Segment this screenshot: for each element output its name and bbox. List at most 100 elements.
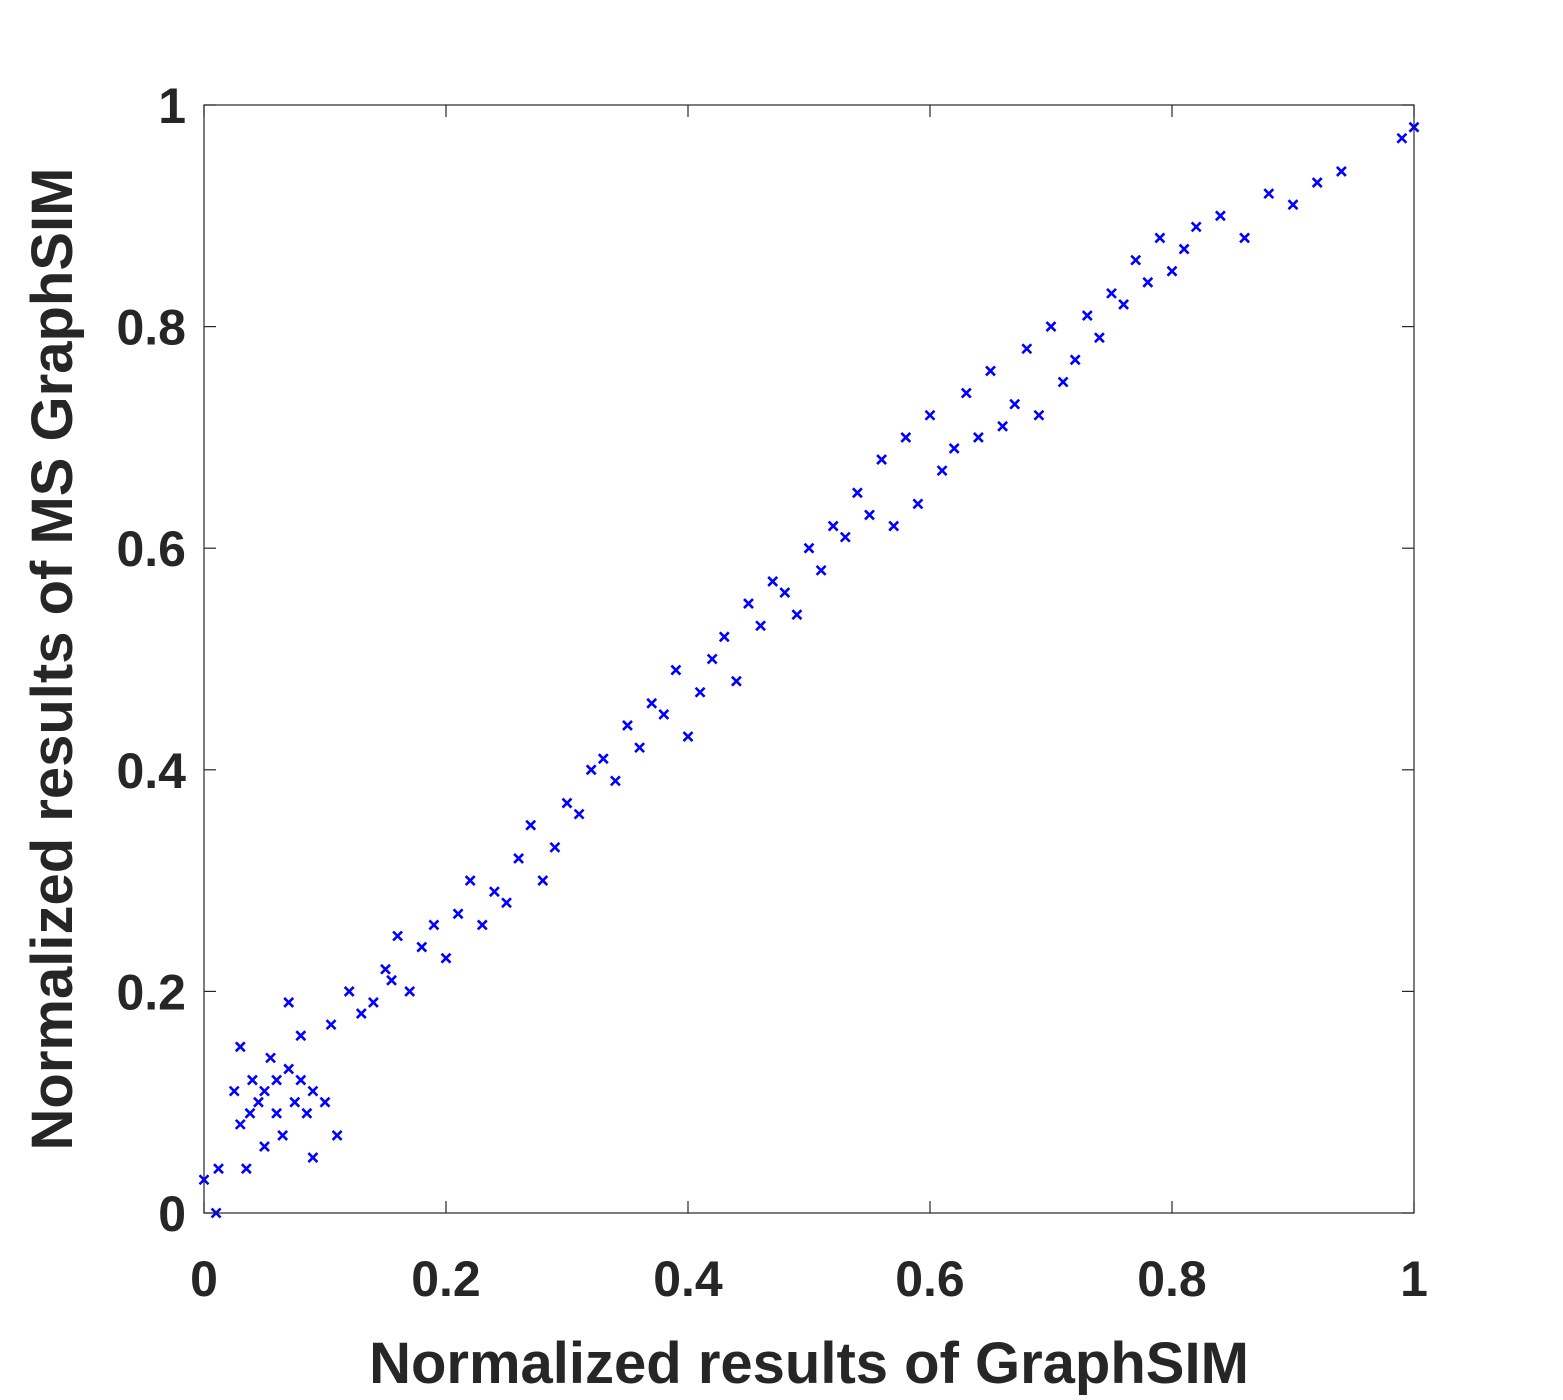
scatter-point [1106, 287, 1117, 299]
scatter-point [767, 576, 779, 587]
scatter-point [259, 1085, 270, 1097]
scatter-point [694, 686, 706, 698]
scatter-point [501, 897, 512, 909]
scatter-point [234, 1041, 246, 1053]
scatter-point [1311, 177, 1323, 188]
scatter-point [597, 753, 609, 765]
y-tick-label: 0.8 [116, 300, 186, 356]
scatter-point [851, 487, 863, 499]
scatter-point [1239, 232, 1251, 244]
scatter-point [1069, 354, 1081, 366]
scatter-point [228, 1085, 240, 1097]
scatter-point [355, 1008, 367, 1019]
scatter-point [573, 808, 585, 820]
scatter-point [924, 409, 936, 421]
scatter-point [972, 431, 984, 443]
scatter-point [912, 498, 924, 510]
scatter-point [743, 598, 754, 610]
scatter-point [265, 1052, 276, 1064]
scatter-point [319, 1096, 331, 1108]
scatter-point [295, 1074, 307, 1086]
scatter-point [948, 443, 960, 454]
scatter-point [331, 1130, 343, 1141]
y-tick-label: 0.4 [116, 743, 186, 799]
scatter-point [289, 1096, 301, 1108]
scatter-point [1130, 254, 1142, 266]
scatter-point [277, 1130, 289, 1141]
scatter-point [246, 1074, 258, 1086]
scatter-point [634, 742, 646, 754]
x-tick-label: 1 [1400, 1251, 1428, 1307]
scatter-point [513, 853, 525, 864]
scatter-point [283, 997, 295, 1008]
scatter-point [779, 587, 791, 598]
scatter-point [730, 675, 742, 687]
x-axis-title: Normalized results of GraphSIM [369, 1331, 1249, 1395]
scatter-point [900, 431, 912, 443]
scatter-point [1057, 376, 1069, 388]
scatter-point [1081, 310, 1093, 321]
scatter-point [1287, 199, 1299, 211]
scatter-point [1166, 265, 1178, 277]
scatter-point [1045, 321, 1057, 333]
scatter-point [343, 985, 355, 997]
scatter-point [525, 819, 537, 831]
scatter-point [386, 974, 397, 986]
scatter-point [876, 454, 888, 465]
scatter-point [1142, 276, 1154, 288]
scatter-point [1396, 132, 1408, 144]
scatter-point [670, 664, 682, 676]
scatter-point [1154, 232, 1166, 244]
scatter-point [416, 941, 428, 953]
scatter-point [936, 465, 948, 477]
scatter-point [259, 1141, 270, 1152]
scatter-point [213, 1163, 224, 1175]
x-tick-label: 0.6 [895, 1251, 965, 1307]
scatter-point [428, 919, 440, 931]
scatter-point [476, 919, 488, 931]
scatter-point [622, 720, 633, 731]
scatter-point [658, 708, 670, 720]
scatter-point [827, 520, 839, 532]
marker-layer [198, 121, 1420, 1219]
scatter-point [325, 1019, 337, 1031]
scatter-point [244, 1107, 256, 1119]
scatter-point [488, 886, 500, 898]
x-tick-label: 0.2 [411, 1251, 481, 1307]
scatter-point [1021, 343, 1033, 355]
y-tick-label: 1 [158, 78, 186, 134]
scatter-point [404, 985, 416, 997]
scatter-point [1335, 166, 1347, 177]
scatter-point [1093, 332, 1105, 344]
scatter-point [367, 997, 379, 1008]
scatter-point [549, 841, 561, 853]
scatter-point [1263, 188, 1275, 200]
tick-label-layer: 0 0.2 0.4 0.6 0.8 1 0 0.2 0.4 0.6 0.8 1 [116, 78, 1427, 1307]
x-tick-label: 0 [190, 1251, 218, 1307]
scatter-point [271, 1107, 283, 1119]
scatter-point [682, 731, 694, 742]
x-tick-label: 0.4 [653, 1251, 723, 1307]
scatter-point [1214, 210, 1226, 222]
scatter-point [609, 775, 621, 787]
scatter-point [791, 609, 803, 621]
scatter-point [1033, 409, 1045, 421]
y-axis-title: Normalized results of MS GraphSIM [20, 168, 85, 1151]
scatter-point [392, 930, 404, 942]
scatter-point [452, 908, 464, 920]
scatter-point [706, 653, 718, 665]
scatter-point [585, 764, 597, 776]
scatter-point [815, 564, 827, 576]
scatter-point [271, 1074, 283, 1086]
scatter-point [1178, 243, 1190, 255]
scatter-point [1190, 221, 1202, 233]
scatter-point [755, 620, 767, 632]
scatter-point [240, 1163, 252, 1175]
scatter-point [960, 387, 972, 399]
scatter-point [1118, 299, 1130, 310]
scatter-point [380, 963, 391, 975]
scatter-point [997, 420, 1009, 432]
scatter-point [561, 797, 573, 809]
